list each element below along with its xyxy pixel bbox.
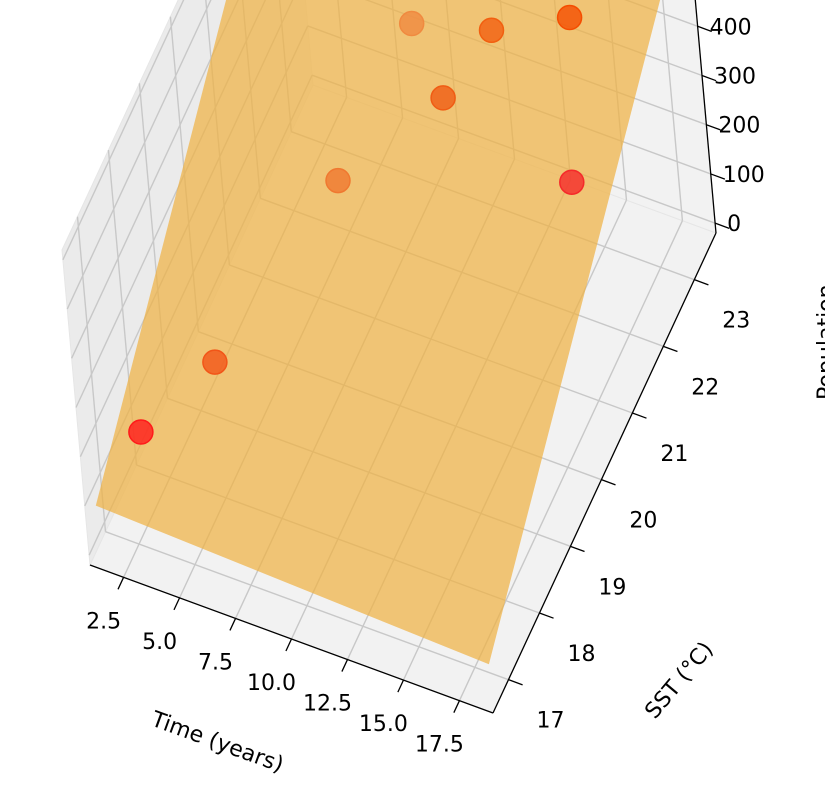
y-axis-line <box>492 232 717 714</box>
x-tick-label: 12.5 <box>303 692 352 717</box>
x-tick-label: 7.5 <box>198 650 233 675</box>
x-axis-label: Time (years) <box>147 707 287 778</box>
x-tick <box>341 659 349 672</box>
surface-plane <box>95 0 661 665</box>
data-point <box>556 4 583 31</box>
z-tick <box>714 222 730 229</box>
x-tick-label: 10.0 <box>247 671 296 696</box>
y-tick-label: 18 <box>568 642 596 667</box>
y-axis-label: SST (°C) <box>640 637 718 723</box>
y-tick <box>508 679 523 686</box>
data-point <box>430 85 456 111</box>
x-tick-label: 2.5 <box>86 609 121 634</box>
tick-marks <box>117 25 730 713</box>
z-tick-label: 400 <box>710 15 752 40</box>
y-tick-label: 21 <box>660 442 688 467</box>
y-tick-label: 20 <box>629 509 657 534</box>
z-tick <box>710 173 726 180</box>
x-tick <box>453 700 461 713</box>
z-tick <box>706 124 721 131</box>
z-tick <box>697 25 712 33</box>
z-tick <box>701 74 717 82</box>
grid-line-z-left <box>70 0 239 359</box>
z-tick-label: 200 <box>718 114 760 139</box>
regression-surface <box>95 0 661 665</box>
y-tick <box>601 479 616 486</box>
grid-line-y-floor <box>105 531 509 681</box>
x-tick-label: 17.5 <box>415 733 464 758</box>
data-point <box>478 17 505 44</box>
y-tick <box>570 545 585 553</box>
data-point <box>398 10 425 37</box>
y-tick <box>694 279 709 286</box>
y-tick <box>632 412 647 419</box>
x-tick-label: 15.0 <box>359 712 408 737</box>
x-tick-label: 5.0 <box>142 630 177 655</box>
z-tick-label: 100 <box>723 163 765 188</box>
data-point <box>202 349 228 375</box>
x-tick <box>229 618 237 631</box>
x-tick <box>173 597 181 611</box>
x-tick <box>397 679 405 693</box>
z-tick-label: 300 <box>714 65 756 90</box>
y-tick <box>663 345 678 353</box>
tick-labels: 2.5 5.0 7.5 10.0 12.5 15.0 17.5 17 18 19 20 21 22 23 0… <box>86 15 765 758</box>
y-tick-label: 19 <box>598 575 626 600</box>
grid-line-z-left <box>66 0 212 310</box>
z-tick-label: 0 <box>727 212 741 237</box>
x-tick <box>117 577 125 590</box>
data-point <box>559 169 585 195</box>
x-tick <box>285 638 293 652</box>
y-tick-label: 22 <box>691 375 719 400</box>
y-tick-label: 17 <box>537 709 565 734</box>
grid-line-z-left <box>62 0 185 261</box>
z-axis-label: Population <box>814 284 825 400</box>
data-point <box>128 419 154 445</box>
data-points <box>128 4 585 445</box>
y-tick <box>539 612 554 619</box>
y-tick-label: 23 <box>722 309 750 334</box>
data-point <box>325 167 351 194</box>
